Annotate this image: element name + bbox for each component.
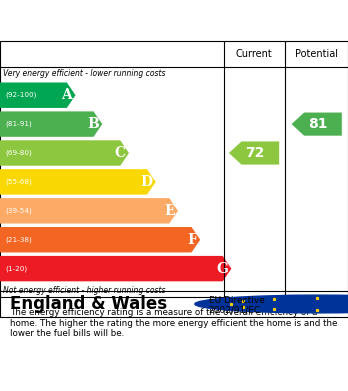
Text: E: E [164, 204, 174, 218]
Text: F: F [187, 233, 197, 247]
Text: A: A [61, 88, 72, 102]
Text: (81-91): (81-91) [5, 121, 32, 127]
Text: The energy efficiency rating is a measure of the overall efficiency of a home. T: The energy efficiency rating is a measur… [10, 308, 338, 338]
Text: (1-20): (1-20) [5, 265, 27, 272]
Polygon shape [0, 256, 231, 282]
Text: (92-100): (92-100) [5, 92, 37, 99]
Text: G: G [216, 262, 228, 276]
Polygon shape [0, 111, 102, 137]
Text: Very energy efficient - lower running costs: Very energy efficient - lower running co… [3, 69, 166, 78]
Text: (21-38): (21-38) [5, 237, 32, 243]
Text: 72: 72 [246, 146, 265, 160]
Text: (55-68): (55-68) [5, 179, 32, 185]
Text: Not energy efficient - higher running costs: Not energy efficient - higher running co… [3, 285, 166, 294]
Text: England & Wales: England & Wales [10, 295, 168, 313]
Text: 81: 81 [308, 117, 328, 131]
Text: Potential: Potential [295, 49, 338, 59]
Text: B: B [87, 117, 99, 131]
Text: EU Directive: EU Directive [209, 296, 265, 305]
Polygon shape [0, 198, 178, 224]
Polygon shape [0, 169, 156, 195]
Text: (39-54): (39-54) [5, 208, 32, 214]
Polygon shape [0, 83, 76, 108]
Text: Energy Efficiency Rating: Energy Efficiency Rating [10, 11, 258, 30]
Text: (69-80): (69-80) [5, 150, 32, 156]
Circle shape [195, 295, 348, 313]
Polygon shape [292, 113, 342, 136]
Polygon shape [229, 142, 279, 165]
Text: Current: Current [236, 49, 272, 59]
Text: D: D [140, 175, 152, 189]
Text: 2002/91/EC: 2002/91/EC [209, 305, 261, 314]
Text: C: C [114, 146, 126, 160]
Polygon shape [0, 140, 129, 166]
Polygon shape [0, 227, 200, 253]
